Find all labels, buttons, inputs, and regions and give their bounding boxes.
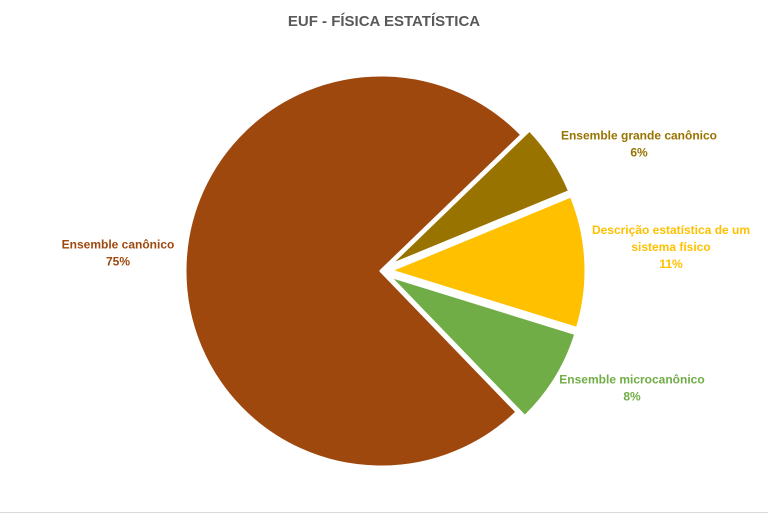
- slice-label-ensemble-microcanonico: Ensemble microcanônico 8%: [559, 373, 704, 404]
- slice-value-label: 6%: [630, 146, 648, 160]
- pie-slice-ensemble-grande-canonico: [387, 128, 572, 268]
- pie-slice-ensemble-canonico: [183, 73, 524, 469]
- slice-value-label: 8%: [623, 390, 641, 404]
- slice-value-label: 11%: [659, 257, 683, 271]
- slice-name-label: Ensemble canônico: [62, 238, 175, 252]
- slice-label-ensemble-grande-canonico: Ensemble grande canônico 6%: [561, 129, 717, 160]
- chart-title: EUF - FÍSICA ESTATÍSTICA: [288, 13, 480, 30]
- slice-name-label: Ensemble microcanônico: [559, 373, 704, 387]
- slice-name-label: sistema físico: [631, 240, 710, 254]
- slice-label-ensemble-canonico: Ensemble canônico 75%: [62, 238, 175, 269]
- slice-label-descricao-estatistica-de-um-sistema-fisico: Descrição estatística de um sistema físic…: [592, 223, 750, 271]
- slice-value-label: 75%: [106, 255, 130, 269]
- pie-slice-ensemble-microcanonico: [387, 274, 578, 419]
- slice-name-label: Descrição estatística de um: [592, 223, 750, 237]
- pie-labels: Ensemble grande canônico 6% Descrição esta…: [62, 129, 750, 404]
- pie-slice-descricao-estatistica-de-um-sistema-fisico: [388, 194, 588, 331]
- pie-slices: [183, 73, 588, 469]
- slice-name-label: Ensemble grande canônico: [561, 129, 717, 143]
